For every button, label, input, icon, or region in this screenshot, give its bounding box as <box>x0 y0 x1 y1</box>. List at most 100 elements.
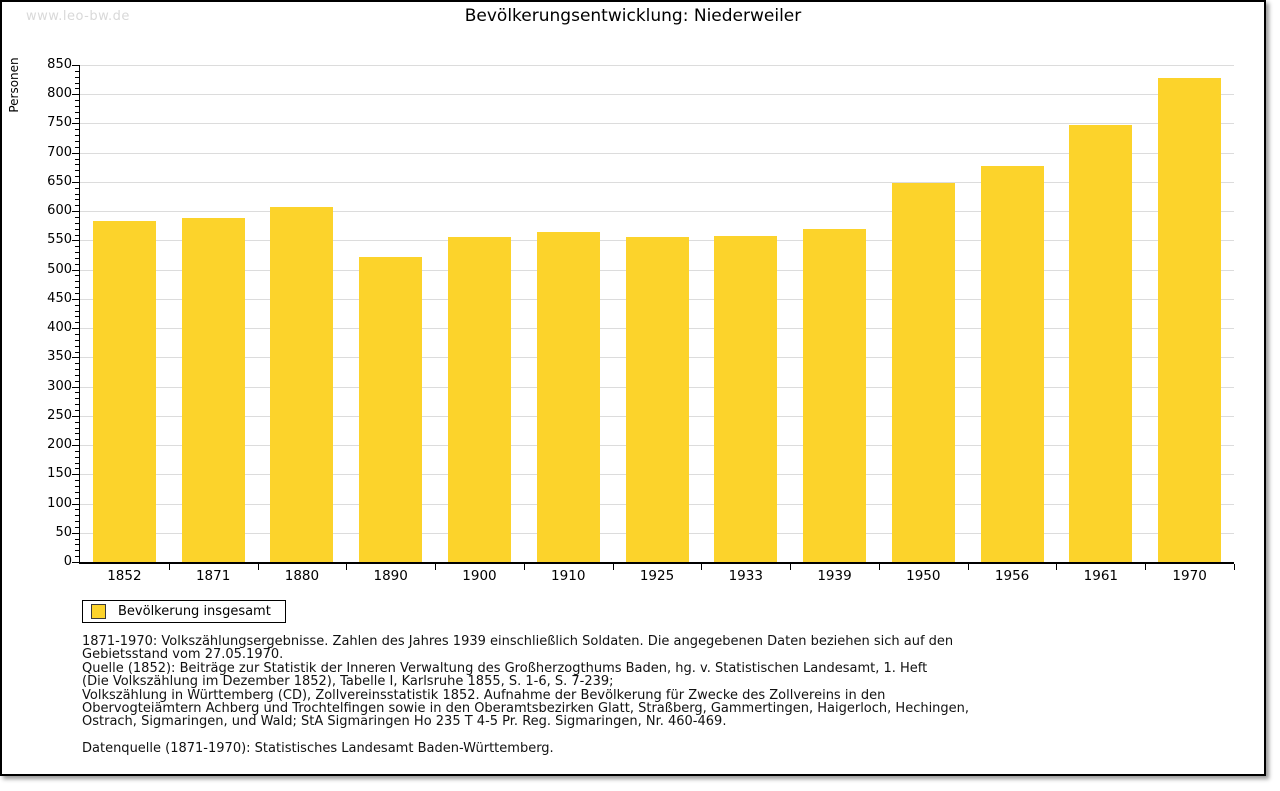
y-tick-label: 600 <box>47 203 72 219</box>
x-tick <box>168 564 170 570</box>
y-tick <box>72 269 79 271</box>
x-tick-label: 1970 <box>1172 568 1207 584</box>
y-tick <box>75 234 79 236</box>
y-tick <box>72 123 79 125</box>
y-tick <box>75 293 79 295</box>
y-tick-label: 400 <box>47 320 72 336</box>
y-tick-label: 700 <box>47 144 72 160</box>
y-tick-label: 300 <box>47 378 72 394</box>
y-tick <box>75 146 79 148</box>
bar-1852 <box>92 221 156 562</box>
y-tick <box>75 491 79 493</box>
y-tick <box>75 82 79 84</box>
x-axis-line <box>79 562 1234 564</box>
y-tick <box>75 263 79 265</box>
x-tick-label: 1939 <box>817 568 852 584</box>
x-tick-label: 1933 <box>728 568 763 584</box>
y-tick <box>75 380 79 382</box>
bar-1961 <box>1069 125 1133 562</box>
y-tick <box>72 211 79 213</box>
y-tick <box>75 304 79 306</box>
y-tick <box>72 445 79 447</box>
y-tick <box>75 521 79 523</box>
y-tick-label: 650 <box>47 173 72 189</box>
x-tick-label: 1950 <box>906 568 941 584</box>
bar-1970 <box>1158 77 1222 562</box>
y-tick <box>72 240 79 242</box>
y-tick <box>75 228 79 230</box>
y-tick <box>72 94 79 96</box>
x-tick <box>346 564 348 570</box>
footnote-datasource: Datenquelle (1871-1970): Statistisches L… <box>82 740 1182 756</box>
watermark-url: www.leo-bw.de <box>26 9 130 24</box>
y-tick <box>75 333 79 335</box>
y-tick <box>75 199 79 201</box>
y-tick <box>75 316 79 318</box>
gridline <box>80 152 1234 154</box>
y-tick <box>75 88 79 90</box>
chart-title: Bevölkerungsentwicklung: Niederweiler <box>464 6 802 26</box>
gridline <box>80 123 1234 125</box>
y-tick <box>75 497 79 499</box>
footnote-line: Datenquelle (1871-1970): Statistisches L… <box>82 740 554 756</box>
x-tick <box>701 564 703 570</box>
y-tick <box>75 339 79 341</box>
y-tick <box>75 345 79 347</box>
y-tick <box>75 480 79 482</box>
x-tick-label: 1900 <box>462 568 497 584</box>
y-tick <box>72 357 79 359</box>
y-tick <box>75 246 79 248</box>
footnote-sources: 1871-1970: Volkszählungsergebnisse. Zahl… <box>82 635 1182 729</box>
y-tick <box>75 550 79 552</box>
y-tick <box>72 503 79 505</box>
x-tick <box>878 564 880 570</box>
y-tick-label: 50 <box>55 524 72 540</box>
y-tick <box>75 509 79 511</box>
y-tick <box>72 181 79 183</box>
gridline <box>80 181 1234 183</box>
y-tick <box>75 205 79 207</box>
y-tick-label: 550 <box>47 232 72 248</box>
y-tick <box>75 70 79 72</box>
y-tick-label: 100 <box>47 495 72 511</box>
y-tick <box>75 392 79 394</box>
footnote-line: (Die Volkszählung im Dezember 1852), Tab… <box>82 674 614 690</box>
y-tick <box>75 135 79 137</box>
x-tick-label: 1871 <box>195 568 231 584</box>
y-tick <box>75 421 79 423</box>
y-tick <box>72 532 79 534</box>
y-tick <box>75 141 79 142</box>
legend-swatch-icon <box>91 604 106 619</box>
y-tick <box>75 351 79 353</box>
x-tick-label: 1961 <box>1083 568 1119 584</box>
y-tick-label: 350 <box>47 349 72 365</box>
bar-1925 <box>625 236 689 562</box>
y-tick-label: 450 <box>47 290 72 306</box>
y-tick <box>75 468 79 470</box>
y-tick <box>72 328 79 330</box>
bar-1939 <box>803 228 867 562</box>
y-tick-label: 200 <box>47 437 72 453</box>
y-tick <box>75 222 79 224</box>
y-tick <box>72 474 79 476</box>
footnote-line: Volkszählung in Württemberg (CD), Zollve… <box>82 687 886 703</box>
y-tick <box>75 287 79 289</box>
y-tick-label: 0 <box>63 554 72 569</box>
x-tick-label: 1925 <box>639 568 675 584</box>
y-tick <box>75 374 79 376</box>
y-tick <box>72 65 79 66</box>
y-tick-label: 750 <box>47 115 72 131</box>
y-axis-line <box>79 65 80 562</box>
y-tick <box>75 310 79 312</box>
y-tick <box>75 462 79 464</box>
y-tick <box>75 409 79 411</box>
gridline <box>80 94 1234 96</box>
x-tick <box>1056 564 1058 570</box>
y-tick <box>75 281 79 283</box>
x-tick-label: 1852 <box>107 568 142 584</box>
y-tick <box>75 439 79 441</box>
y-tick <box>75 257 79 259</box>
footnote-line: Ostrach, Sigmaringen, und Wald; StA Sigm… <box>82 714 727 730</box>
y-tick <box>75 129 79 131</box>
x-tick-label: 1880 <box>284 568 320 584</box>
